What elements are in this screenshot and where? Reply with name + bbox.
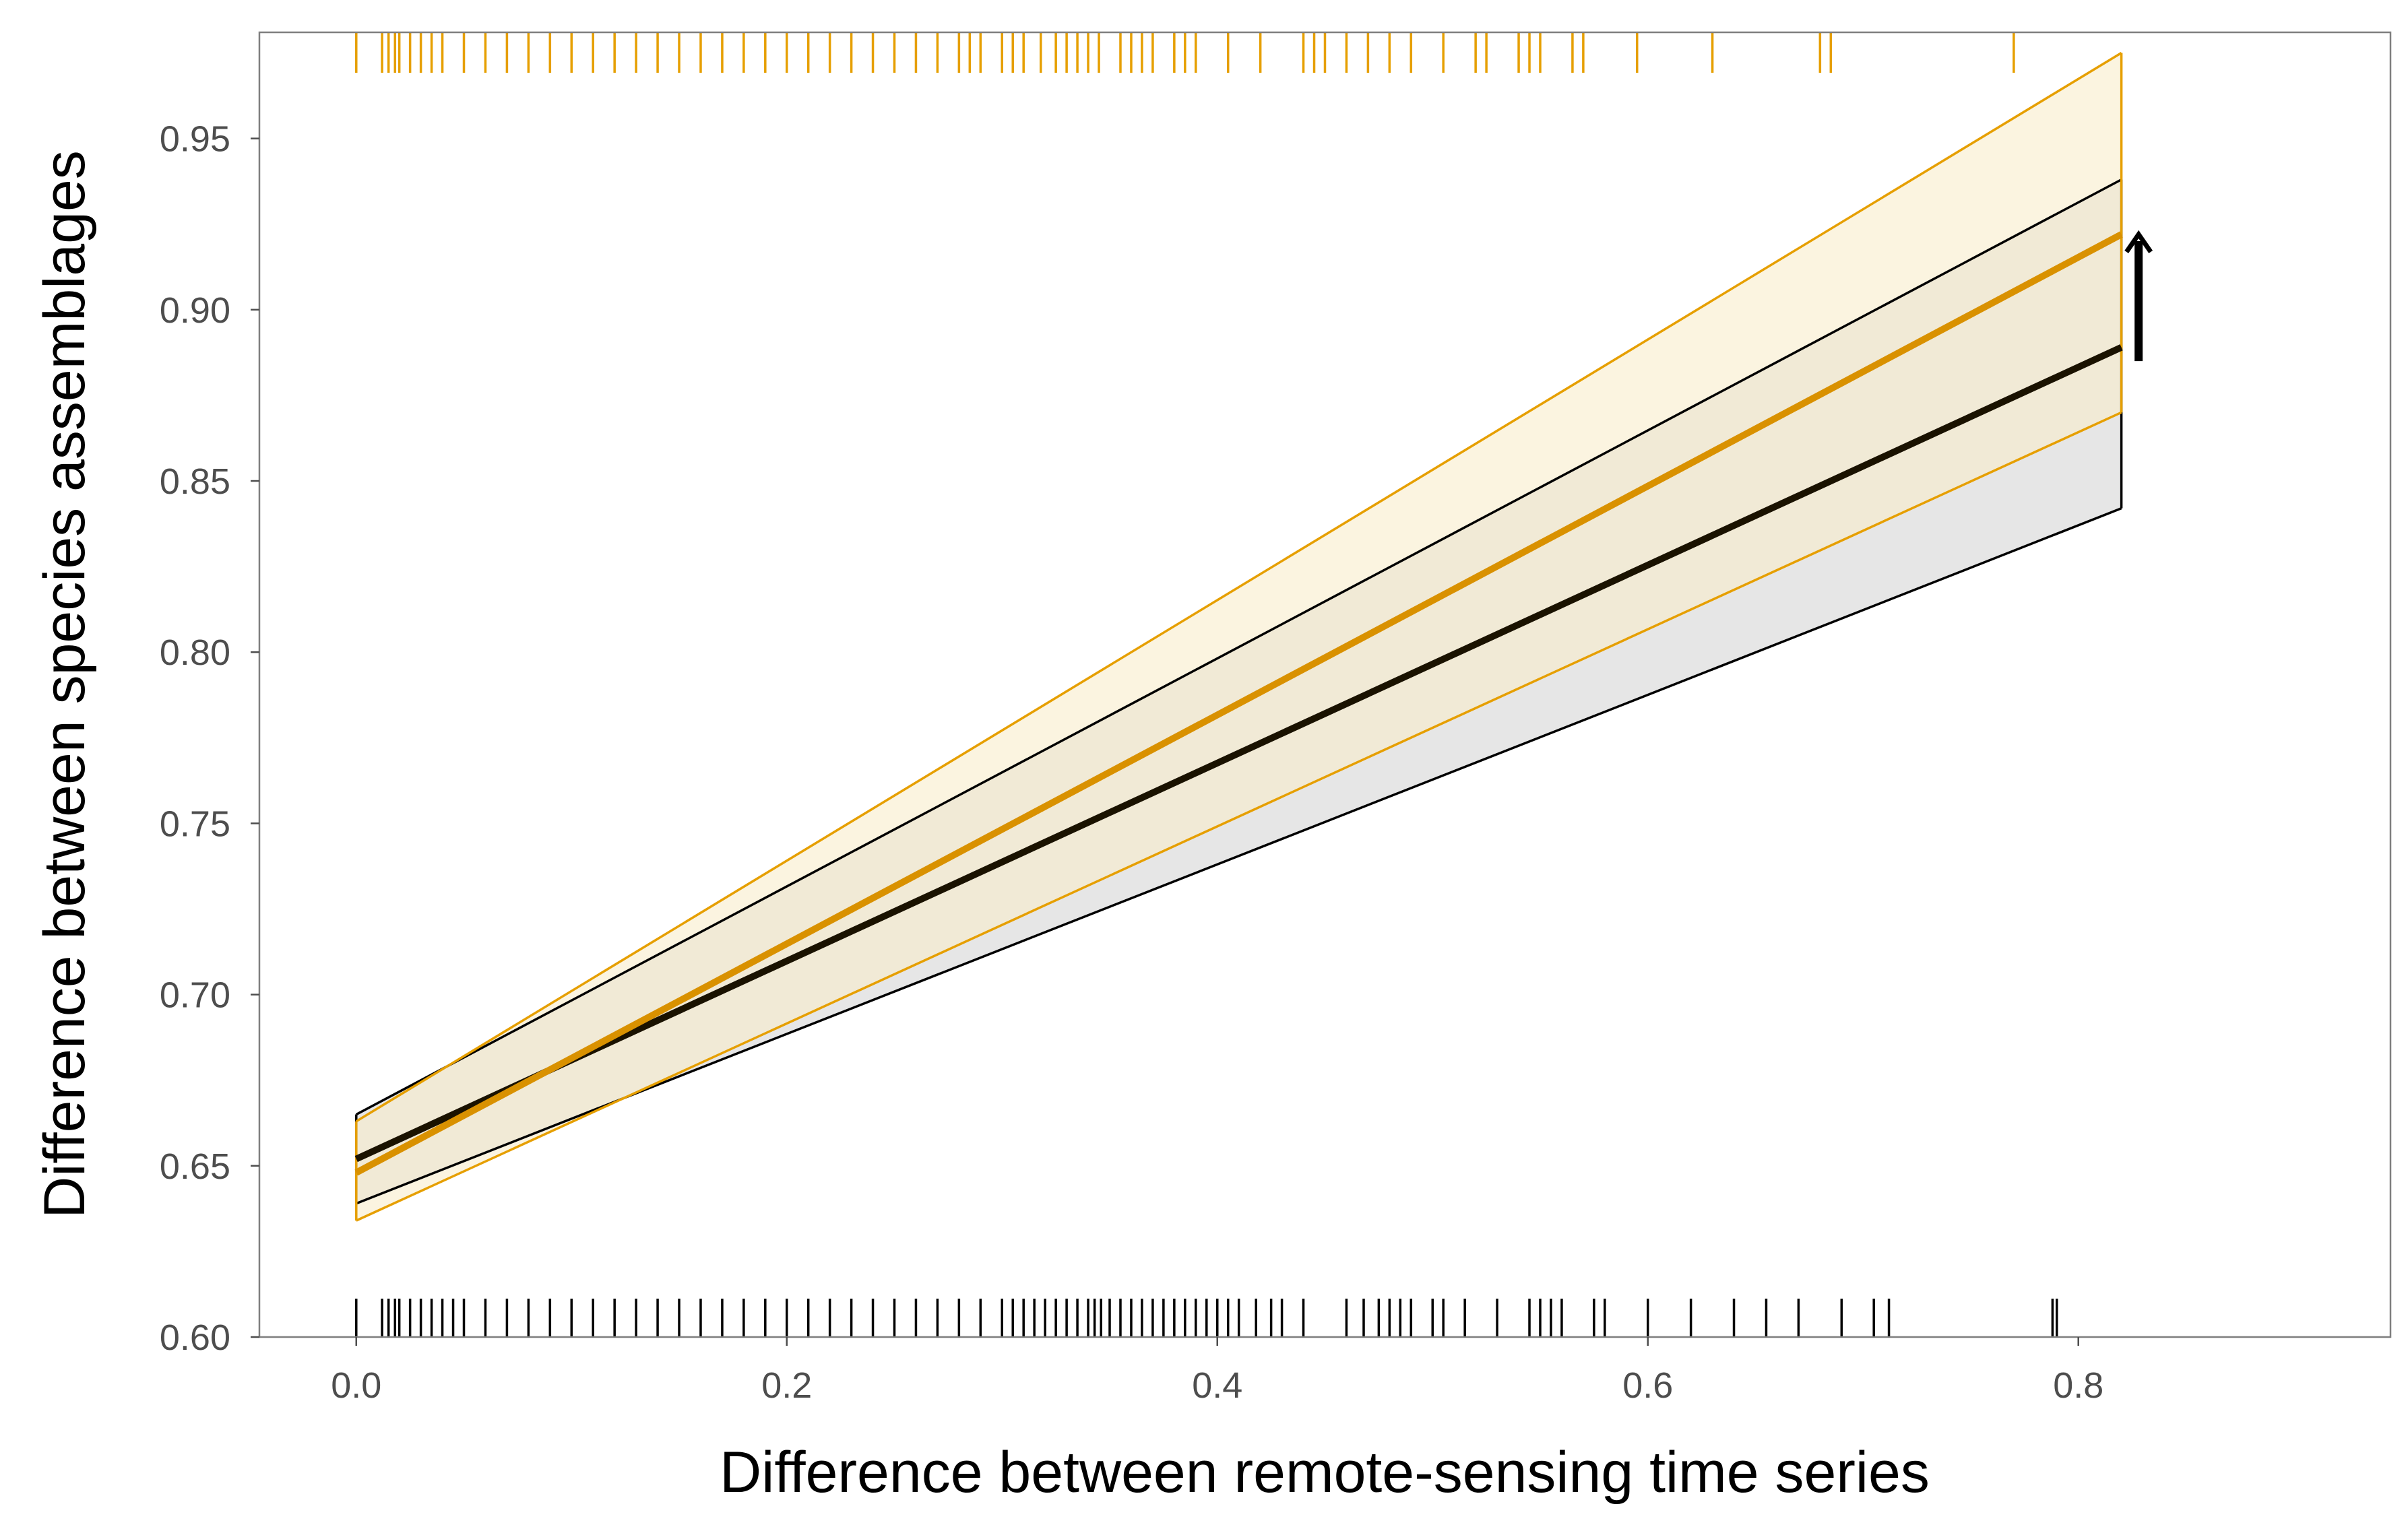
- y-tick-label: 0.90: [160, 290, 230, 331]
- arrow-head: [2124, 230, 2153, 253]
- band-upper-edge: [355, 52, 2122, 1123]
- y-tick-label: 0.95: [160, 119, 230, 160]
- confidence-bands: [356, 53, 2122, 1221]
- y-tick-label: 0.70: [160, 975, 230, 1016]
- y-tick-label: 0.85: [160, 461, 230, 502]
- y-tick-label: 0.80: [160, 632, 230, 673]
- x-axis: 0.0 0.2 0.4 0.6 0.8: [331, 1337, 2103, 1406]
- band-lower-edge: [356, 411, 2122, 1222]
- fitted-line: [354, 344, 2123, 1163]
- annotations: [2124, 230, 2153, 362]
- fitted-line: [354, 231, 2123, 1176]
- y-axis: 0.60 0.65 0.70 0.75 0.80 0.85 0.90 0.95: [160, 119, 259, 1358]
- y-axis-title: Difference between species assemblages: [32, 150, 97, 1218]
- rug-marks: [355, 32, 2058, 1337]
- y-tick-label: 0.60: [160, 1317, 230, 1358]
- x-tick-label: 0.6: [1622, 1365, 1673, 1406]
- x-tick-label: 0.4: [1192, 1365, 1242, 1406]
- x-axis-title: Difference between remote-sensing time s…: [720, 1440, 1930, 1505]
- x-tick-label: 0.8: [2053, 1365, 2103, 1406]
- panel-border: [258, 31, 2392, 1338]
- band-upper-edge: [355, 178, 2122, 1116]
- band-lower-edge: [356, 507, 2122, 1205]
- x-tick-label: 0.0: [331, 1365, 381, 1406]
- y-tick-label: 0.65: [160, 1146, 230, 1187]
- confidence-band: [356, 53, 2122, 1221]
- x-tick-label: 0.2: [761, 1365, 812, 1406]
- y-tick-label: 0.75: [160, 804, 230, 844]
- fitted-lines: [354, 52, 2123, 1222]
